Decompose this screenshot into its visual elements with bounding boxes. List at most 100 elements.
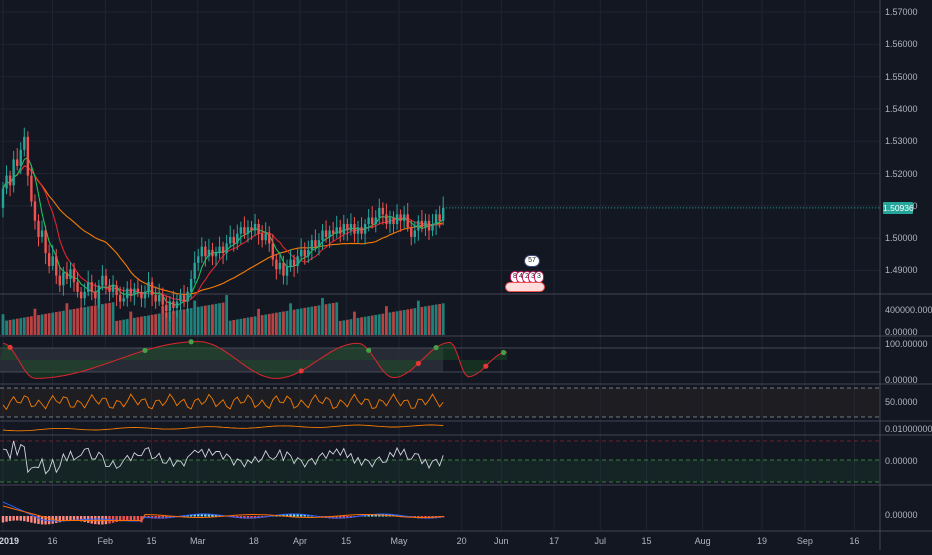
volume-bar xyxy=(363,316,367,335)
volume-bar xyxy=(136,317,140,335)
volume-bar xyxy=(441,303,445,335)
candle-body xyxy=(16,159,19,166)
stoch-signal-dot xyxy=(366,347,372,353)
candle-body xyxy=(310,240,314,250)
volume-bar xyxy=(289,303,292,335)
macd-histogram-bar xyxy=(285,513,289,517)
stoch-signal-dot xyxy=(433,344,439,351)
macd-histogram-bar xyxy=(253,516,257,519)
macd-histogram-bar xyxy=(19,516,22,521)
macd-histogram-bar xyxy=(33,516,37,524)
volume-bar xyxy=(406,309,410,335)
candle-body xyxy=(257,224,260,234)
candle-body xyxy=(90,282,93,292)
volume-bar xyxy=(140,316,143,335)
volume-bar xyxy=(90,305,94,335)
candle-body xyxy=(356,227,360,234)
candle-body xyxy=(236,233,239,244)
volume-bar xyxy=(228,320,232,335)
time-axis-label: 19 xyxy=(756,536,768,546)
volume-bar xyxy=(399,310,402,335)
volume-bar xyxy=(321,297,324,335)
last-price-tag: 1.50936 xyxy=(883,201,914,214)
volume-bar xyxy=(413,308,417,335)
macd-histogram-bar xyxy=(90,516,93,524)
price-tick-label: 1.55000 xyxy=(885,71,918,82)
macd-histogram-bar xyxy=(65,516,69,521)
volume-bar xyxy=(243,318,246,335)
volume-bar xyxy=(125,319,129,335)
volume-bar xyxy=(395,311,399,335)
macd-histogram-bar xyxy=(186,515,189,517)
volume-bar xyxy=(392,311,395,335)
volume-bar xyxy=(285,310,289,335)
volume-tick-label: 0.00000 xyxy=(885,327,918,337)
candle-body xyxy=(264,233,267,241)
volume-bar xyxy=(65,303,69,335)
candle-body xyxy=(289,259,292,267)
macd-histogram-bar xyxy=(250,516,253,519)
volume-bar xyxy=(189,308,193,335)
macd-histogram-bar xyxy=(12,516,15,521)
macd-histogram-bar xyxy=(16,516,19,521)
time-axis-label: 15 xyxy=(341,536,352,546)
candle-body xyxy=(58,275,61,286)
stoch-tick-label: 0.00000 xyxy=(885,375,918,385)
macd-histogram-bar xyxy=(30,516,33,523)
volume-bar xyxy=(108,302,111,335)
volume-bar xyxy=(370,315,374,335)
stoch-signal-dot xyxy=(188,339,194,345)
candle-body xyxy=(101,275,104,286)
event-marker-strip[interactable] xyxy=(505,282,545,292)
candle-body xyxy=(427,220,431,231)
time-axis-label: 20 xyxy=(456,536,467,546)
ma-slow-line xyxy=(2,165,444,295)
price-tick-label: 1.54000 xyxy=(885,103,918,114)
volume-bar xyxy=(335,302,339,335)
macd-histogram-bar xyxy=(47,516,51,525)
candle-body xyxy=(442,207,445,221)
macd-histogram-bar xyxy=(331,516,335,519)
candle-body xyxy=(1,188,5,208)
volume-bar xyxy=(218,303,221,335)
volume-bar xyxy=(367,316,371,335)
candle-body xyxy=(23,136,26,150)
event-count-bubble[interactable]: 57 xyxy=(524,255,540,267)
volume-bar xyxy=(86,306,90,335)
candle-body xyxy=(108,285,111,292)
candle-body xyxy=(133,288,136,296)
volume-bar xyxy=(22,317,26,335)
macd-histogram-bar xyxy=(37,516,40,525)
volume-bar xyxy=(182,309,186,335)
macd-histogram-bar xyxy=(76,516,79,521)
volume-bar xyxy=(118,320,122,335)
candle-body xyxy=(12,159,15,186)
volume-bar xyxy=(253,316,257,335)
volume-bar xyxy=(104,303,108,335)
candle-body xyxy=(51,256,54,267)
candle-body xyxy=(360,227,363,234)
volume-bar xyxy=(416,300,420,335)
candle-body xyxy=(97,285,101,299)
candle-body xyxy=(193,262,196,279)
time-axis-label: 15 xyxy=(146,536,157,546)
volume-bar xyxy=(196,306,200,335)
candle-body xyxy=(374,217,377,225)
volume-bar xyxy=(200,306,204,335)
macd-histogram-bar xyxy=(55,516,58,524)
volume-bar xyxy=(264,314,268,335)
volume-bar xyxy=(72,308,76,335)
macd-line xyxy=(2,501,444,522)
macd-histogram-bar xyxy=(339,516,342,519)
volatility-line xyxy=(2,424,444,432)
macd-histogram-bar xyxy=(122,516,125,521)
volume-bar xyxy=(235,319,239,335)
candle-body xyxy=(268,233,271,244)
volume-bar xyxy=(317,305,321,335)
candle-body xyxy=(83,291,86,299)
volume-bar xyxy=(33,308,37,335)
rsi-line xyxy=(2,393,444,411)
volume-bar xyxy=(76,308,79,335)
